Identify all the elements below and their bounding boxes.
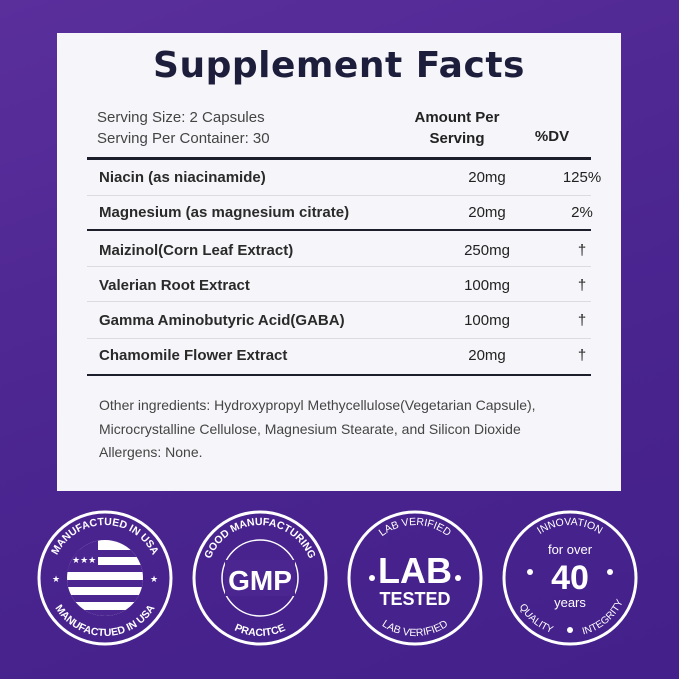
table-row: Chamomile Flower Extract 20mg † (87, 338, 591, 373)
nutrient-name: Maizinol(Corn Leaf Extract) (99, 242, 294, 259)
star-icon: ★ (150, 574, 158, 584)
svg-text:GOOD MANUFACTURING: GOOD MANUFACTURING (202, 516, 318, 561)
other-ingredients-line: Microcrystalline Cellulose, Magnesium St… (99, 420, 521, 437)
innovation-badge: for over 40 years INNOVATION QUALITY INT… (502, 510, 638, 646)
table-row: Maizinol(Corn Leaf Extract) 250mg † (87, 233, 591, 268)
divider (87, 157, 591, 160)
other-ingredients: Other ingredients: Hydroxypropyl Methyce… (99, 394, 536, 465)
for-over-label: for over (548, 542, 593, 557)
svg-text:INNOVATION: INNOVATION (535, 516, 605, 537)
nutrient-name: Niacin (as niacinamide) (99, 169, 266, 186)
amount: 100mg (464, 277, 510, 294)
divider (87, 301, 591, 302)
usa-flag-icon: ★★★ (67, 540, 143, 616)
supplement-facts-panel: Supplement Facts Serving Size: 2 Capsule… (57, 33, 621, 491)
lab-label: LAB (378, 550, 452, 591)
divider (87, 338, 591, 339)
daily-value: † (577, 277, 587, 294)
nutrient-name: Magnesium (as magnesium citrate) (99, 204, 350, 221)
daily-value: † (577, 312, 587, 329)
amount: 20mg (468, 347, 506, 364)
daily-value: † (577, 347, 587, 364)
serving-per-container: Serving Per Container: 30 (97, 130, 270, 147)
table-row: Valerian Root Extract 100mg † (87, 268, 591, 303)
svg-text:PRACITCE: PRACITCE (233, 622, 287, 639)
serving-info: Serving Size: 2 Capsules Serving Per Con… (97, 107, 270, 149)
gmp-badge: GMP GOOD MANUFACTURING PRACITCE (192, 510, 328, 646)
divider (87, 229, 591, 231)
amount: 20mg (468, 169, 506, 186)
certification-badges: ★★★ ★ ★ MANUFACTUED IN USA MANUFACTUED I… (37, 510, 638, 646)
dv-header: %DV (534, 128, 570, 145)
lab-tested-badge: LAB TESTED LAB VERIFIED LAB VERIFIED (347, 510, 483, 646)
years-label: years (554, 595, 586, 610)
daily-value: 2% (571, 204, 593, 221)
divider (87, 374, 591, 376)
svg-text:★★★: ★★★ (72, 555, 96, 565)
svg-text:INTEGRITY: INTEGRITY (581, 598, 626, 638)
star-icon: ★ (52, 574, 60, 584)
years-number: 40 (551, 559, 589, 597)
amount: 100mg (464, 312, 510, 329)
allergens: Allergens: None. (99, 444, 203, 460)
nutrient-name: Valerian Root Extract (99, 277, 250, 294)
svg-text:QUALITY: QUALITY (517, 602, 555, 636)
table-row: Gamma Aminobutyric Acid(GABA) 100mg † (87, 303, 591, 338)
amount-header-line1: Amount Per (414, 109, 500, 126)
amount: 20mg (468, 204, 506, 221)
table-row: Niacin (as niacinamide) 20mg 125% (87, 160, 601, 195)
tested-label: TESTED (379, 589, 450, 609)
page-title: Supplement Facts (153, 45, 525, 86)
table-row: Magnesium (as magnesium citrate) 20mg 2% (87, 195, 593, 230)
amount: 250mg (464, 242, 510, 259)
amount-header: Amount Per Serving (407, 107, 507, 149)
nutrient-name: Gamma Aminobutyric Acid(GABA) (99, 312, 345, 329)
nutrient-name: Chamomile Flower Extract (99, 347, 288, 364)
amount-header-line2: Serving (429, 130, 485, 147)
daily-value: † (577, 242, 587, 259)
svg-text:LAB VERIFIED: LAB VERIFIED (380, 618, 451, 640)
divider (87, 195, 591, 196)
serving-size: Serving Size: 2 Capsules (97, 109, 265, 126)
daily-value: 125% (562, 169, 602, 186)
gmp-label: GMP (228, 565, 292, 596)
usa-badge: ★★★ ★ ★ MANUFACTUED IN USA MANUFACTUED I… (37, 510, 173, 646)
other-ingredients-line: Other ingredients: Hydroxypropyl Methyce… (99, 397, 536, 413)
divider (87, 266, 591, 267)
